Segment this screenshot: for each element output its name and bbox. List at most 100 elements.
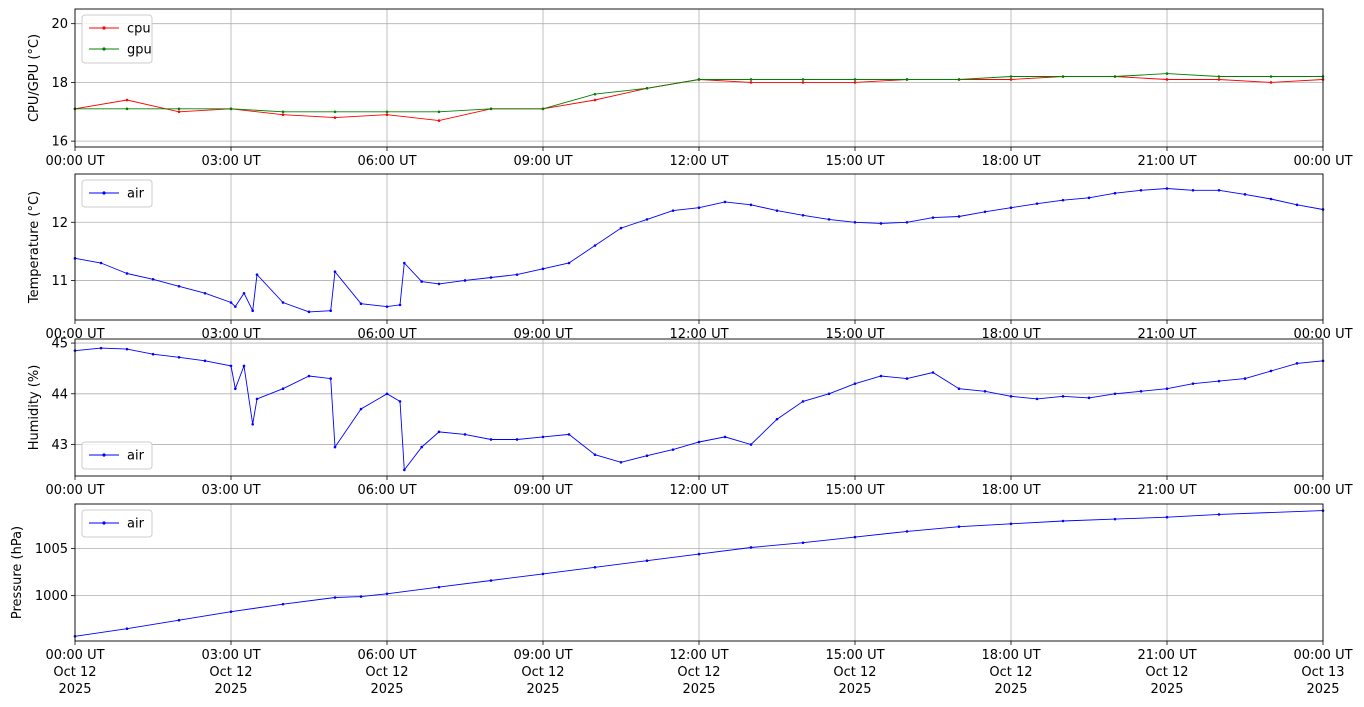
data-point-air	[489, 276, 493, 279]
data-point-air	[541, 572, 545, 576]
data-point-air	[671, 448, 675, 451]
data-point-air	[1165, 387, 1169, 391]
x-tick-label: 03:00 UT	[201, 327, 260, 342]
y-tick-label: 1000	[35, 589, 68, 604]
data-point-air	[801, 541, 805, 545]
legend: air	[81, 441, 153, 470]
x-year-label: 2025	[1306, 682, 1339, 697]
legend-label-cpu: cpu	[127, 22, 151, 37]
data-point-air	[1113, 191, 1117, 195]
data-point-gpu	[1009, 75, 1013, 78]
data-point-air	[775, 417, 779, 421]
panel-4: 1000 1005 00:00 UT Oct 12 2025 03:00 UT Oct 12…	[10, 503, 1353, 697]
data-point-cpu	[853, 81, 857, 84]
x-tick-label: 06:00 UT	[357, 154, 416, 169]
data-point-air	[905, 530, 909, 533]
data-point-air	[723, 200, 727, 204]
data-point-gpu	[229, 107, 233, 111]
x-date-label: Oct 12	[53, 665, 96, 680]
data-point-air	[229, 610, 233, 614]
x-tick-label: 18:00 UT	[981, 327, 1040, 342]
data-point-cpu	[437, 119, 441, 122]
data-point-air	[957, 525, 961, 528]
x-tick-label: 21:00 UT	[1137, 483, 1196, 498]
x-tick-label: 18:00 UT	[981, 154, 1040, 169]
data-point-air	[957, 215, 961, 218]
x-tick-label: 03:00 UT	[201, 483, 260, 498]
data-point-air	[619, 461, 623, 464]
data-point-air	[1295, 362, 1299, 365]
axes-frame	[74, 503, 1324, 642]
data-point-gpu	[489, 107, 493, 111]
legend-box	[81, 509, 153, 538]
data-point-air	[151, 352, 155, 356]
data-point-air	[437, 282, 441, 286]
data-point-air	[359, 595, 363, 598]
data-point-air	[463, 279, 467, 282]
y-axis-label: Pressure (hPa)	[10, 526, 25, 619]
panel-3: 43 44 45 00:00 UT 03:00 UT 06:00 UT 09:00 UT 12…	[27, 337, 1353, 498]
data-point-air	[697, 206, 701, 210]
x-date-label: Oct 12	[1145, 665, 1188, 680]
x-date-label: Oct 12	[677, 665, 720, 680]
data-point-air	[879, 222, 883, 225]
x-tick-label: 12:00 UT	[669, 483, 728, 498]
data-point-air	[125, 627, 129, 631]
data-point-air	[1061, 198, 1065, 202]
x-tick-label: 15:00 UT	[825, 648, 884, 663]
data-point-air	[251, 309, 254, 312]
data-point-gpu	[541, 107, 545, 111]
data-point-air	[281, 602, 285, 606]
data-point-gpu	[281, 110, 285, 114]
data-point-air	[333, 596, 337, 599]
x-date-label: Oct 12	[989, 665, 1032, 680]
data-point-air	[403, 468, 406, 472]
y-tick-label: 20	[51, 17, 68, 32]
data-point-air	[749, 546, 753, 549]
data-point-air	[775, 209, 779, 212]
legend-box	[81, 179, 153, 208]
legend-box	[81, 441, 153, 470]
x-tick-label: 00:00 UT	[45, 483, 104, 498]
x-tick-label: 09:00 UT	[513, 154, 572, 169]
axes-frame	[74, 173, 1324, 321]
x-tick-label: 15:00 UT	[825, 483, 884, 498]
x-date-label: Oct 12	[521, 665, 564, 680]
data-point-cpu	[281, 113, 285, 117]
data-point-air	[177, 618, 181, 622]
x-tick-label: 00:00 UT	[1293, 648, 1352, 663]
x-year-label: 2025	[682, 682, 715, 697]
x-tick-label: 18:00 UT	[981, 648, 1040, 663]
data-point-air	[645, 454, 649, 458]
y-tick-label: 44	[51, 387, 68, 402]
legend-marker-air	[102, 453, 106, 457]
data-point-gpu	[749, 78, 753, 81]
data-point-air	[151, 277, 155, 281]
data-point-air	[541, 435, 545, 439]
data-point-air	[203, 359, 207, 363]
data-point-air	[853, 382, 857, 385]
data-point-cpu	[593, 98, 597, 102]
y-tick-label: 11	[51, 274, 68, 289]
x-tick-label: 12:00 UT	[669, 154, 728, 169]
data-point-air	[398, 303, 402, 307]
x-tick-label: 15:00 UT	[825, 327, 884, 342]
data-point-cpu	[1269, 81, 1273, 84]
x-tick-label: 06:00 UT	[357, 648, 416, 663]
data-point-air	[853, 220, 857, 224]
x-date-label: Oct 12	[209, 665, 252, 680]
data-point-air	[1009, 522, 1013, 526]
data-point-gpu	[177, 107, 181, 111]
x-year-label: 2025	[838, 682, 871, 697]
x-tick-label: 03:00 UT	[201, 154, 260, 169]
y-tick-label: 12	[51, 216, 68, 231]
data-point-gpu	[1165, 72, 1169, 75]
x-tick-label: 09:00 UT	[513, 483, 572, 498]
data-point-air	[385, 305, 389, 308]
x-tick-label: 12:00 UT	[669, 648, 728, 663]
data-point-gpu	[645, 86, 649, 90]
data-point-air	[879, 374, 883, 378]
y-tick-label: 45	[51, 337, 68, 352]
data-point-air	[242, 364, 246, 368]
data-point-gpu	[957, 78, 961, 81]
